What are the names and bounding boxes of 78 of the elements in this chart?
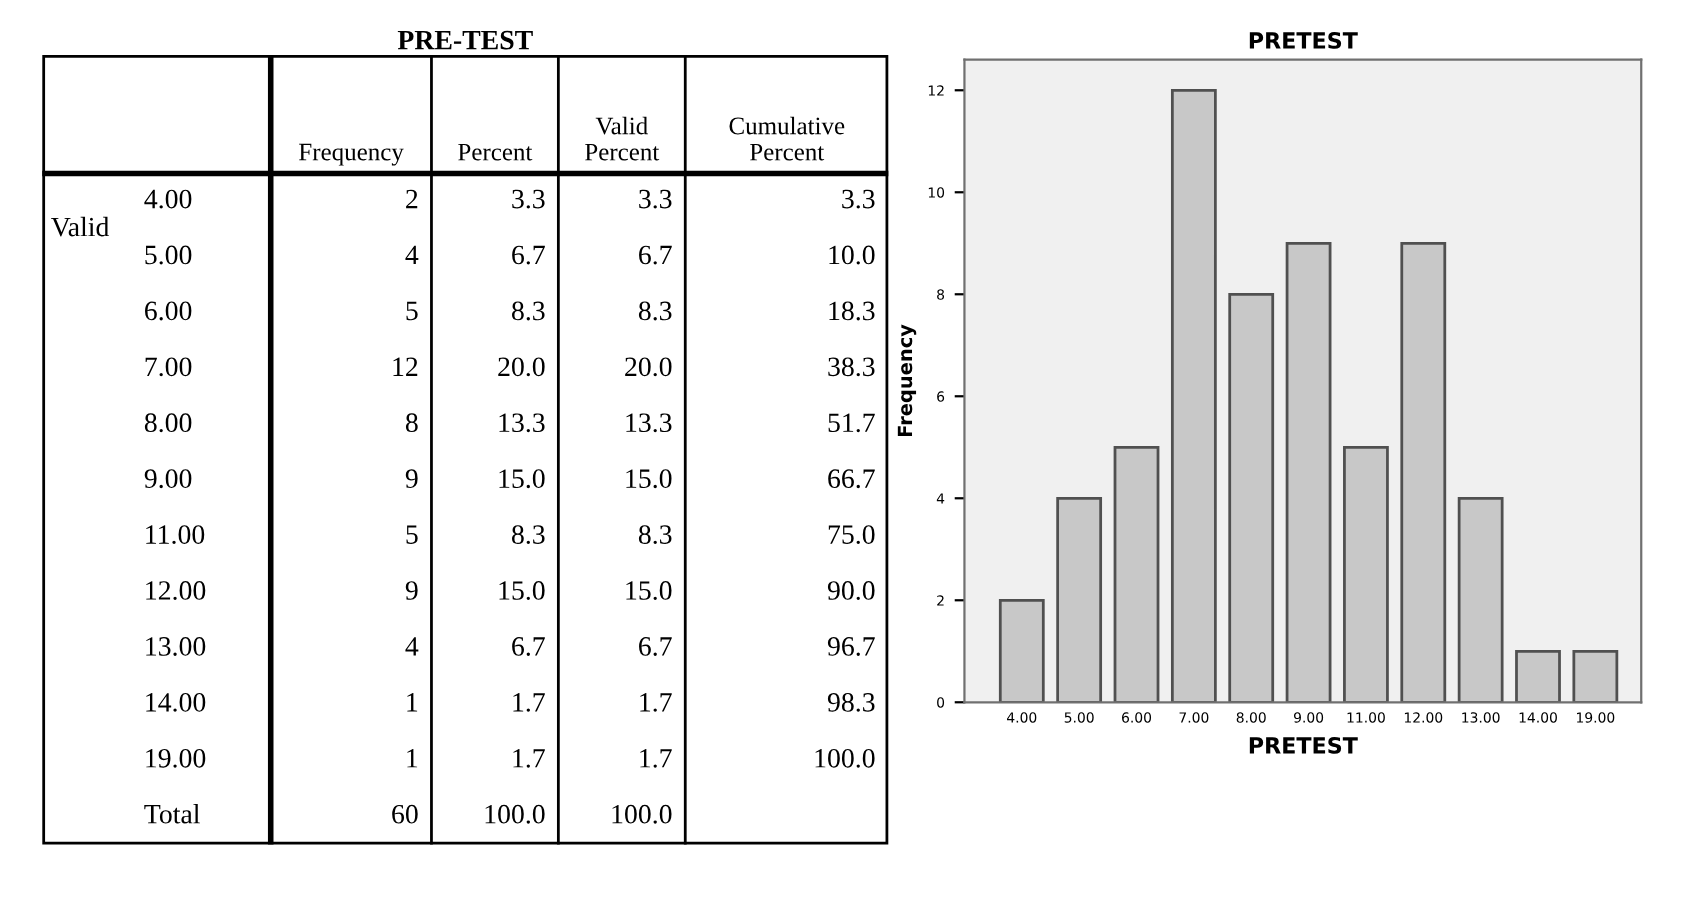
bar	[998, 598, 1045, 703]
text: 4	[405, 245, 419, 265]
text: 15.0	[499, 469, 545, 489]
text: 6.7	[512, 245, 545, 265]
text: 100.0	[485, 804, 545, 824]
category-label: 12.00	[146, 581, 206, 600]
text: 3.3	[842, 189, 875, 209]
text: 100.0	[815, 748, 875, 768]
text: 15.0	[626, 469, 672, 489]
text: 18.3	[829, 301, 875, 321]
text: 8.3	[638, 525, 672, 545]
text: 60	[392, 804, 418, 824]
text: Valid	[51, 216, 110, 237]
text: 2	[406, 189, 418, 209]
text: 1	[407, 749, 418, 768]
text: 9	[405, 469, 418, 489]
bar	[1056, 496, 1103, 703]
bar	[1113, 445, 1160, 703]
text: 66.7	[828, 469, 875, 489]
text: 4	[405, 637, 419, 656]
text: 3.3	[512, 189, 545, 209]
text: 15.0	[499, 581, 545, 600]
text: 98.3	[827, 692, 875, 712]
text: 8.3	[512, 301, 545, 321]
text: 20.0	[625, 357, 672, 377]
category-label: 6.00	[145, 301, 192, 321]
text: 13.3	[626, 413, 672, 433]
text: 6.7	[512, 637, 545, 656]
category-label: 7.00	[145, 357, 192, 377]
text: 5	[406, 301, 418, 321]
text: 96.7	[827, 637, 875, 656]
text: 15.0	[626, 581, 672, 600]
text: PRE-TEST	[397, 30, 533, 50]
chart-title: PRETEST	[1249, 32, 1358, 49]
category-label: 8.00	[144, 413, 192, 433]
category-label: 5.00	[145, 245, 192, 265]
category-label: Total	[144, 804, 200, 824]
text: 9	[405, 581, 418, 600]
text: 90.0	[827, 581, 875, 600]
category-label: 13.00	[146, 637, 206, 656]
category-label: 9.00	[144, 469, 192, 489]
text: 20.0	[498, 357, 545, 377]
text: 1.7	[640, 693, 672, 712]
bar	[1285, 241, 1332, 703]
text: 1.7	[513, 693, 545, 712]
text: 13.3	[499, 413, 545, 433]
text: 1.7	[640, 749, 672, 768]
category-label: Cumulative Percent	[729, 116, 845, 161]
category-label: Percent	[458, 143, 533, 161]
text: 10.0	[829, 245, 875, 265]
text: 8.3	[638, 301, 672, 321]
text: 5	[406, 525, 418, 544]
category-label: 4.00	[144, 189, 192, 209]
y-axis-title: Frequency	[897, 324, 917, 437]
bar	[1343, 445, 1389, 703]
text: 1.7	[513, 749, 545, 768]
text: 1	[407, 693, 418, 712]
text: 6.7	[639, 637, 672, 656]
text: 3.3	[639, 189, 672, 209]
bar	[1572, 649, 1619, 703]
category-label: Valid Percent	[585, 116, 660, 161]
bar	[1228, 292, 1275, 703]
category-label: Frequency	[299, 143, 404, 166]
text: 12	[393, 357, 418, 376]
bar	[1515, 649, 1561, 703]
text: 8	[405, 413, 418, 433]
text: 38.3	[828, 357, 875, 377]
x-axis-title: PRETEST	[1249, 736, 1358, 754]
bar	[1457, 496, 1504, 703]
bar	[1170, 88, 1217, 703]
text: 6.7	[639, 245, 672, 265]
category-label: 19.00	[146, 748, 206, 768]
category-label: 11.00	[146, 525, 205, 545]
bar	[1400, 241, 1447, 703]
text: 8.3	[512, 525, 545, 545]
text: 75.0	[828, 525, 875, 545]
text: 51.7	[828, 413, 875, 433]
text: 100.0	[612, 804, 672, 824]
